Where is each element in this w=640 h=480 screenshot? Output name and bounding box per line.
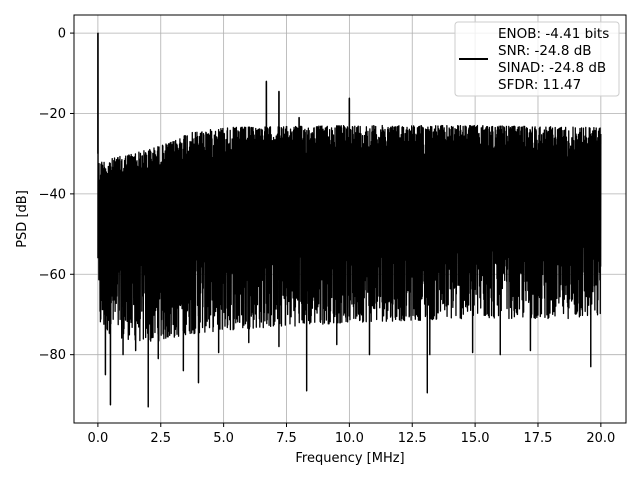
legend-entry-sfdr: SFDR: 11.47 bbox=[498, 77, 581, 93]
legend-box bbox=[454, 21, 620, 97]
y-axis-label: PSD [dB] bbox=[15, 190, 30, 248]
legend: ENOB: -4.41 bits SNR: -24.8 dB SINAD: -2… bbox=[454, 21, 620, 97]
x-tick-label: 15.0 bbox=[461, 431, 490, 446]
x-tick-label: 12.5 bbox=[398, 431, 427, 446]
x-tick-label: 0.0 bbox=[88, 431, 109, 446]
x-tick-label: 20.0 bbox=[586, 431, 615, 446]
x-tick-label: 7.5 bbox=[276, 431, 297, 446]
psd-trace bbox=[97, 32, 602, 408]
axes-frame bbox=[73, 14, 627, 424]
x-tick-label: 5.0 bbox=[213, 431, 234, 446]
x-tick-label: 2.5 bbox=[150, 431, 171, 446]
legend-entry-sinad: SINAD: -24.8 dB bbox=[498, 60, 606, 76]
y-tick-label: −80 bbox=[39, 348, 66, 363]
axis-ticks: 0.0 2.5 5.0 7.5 10.0 12.5 15.0 17.5 20.0 0 −20 −40 −… bbox=[39, 27, 616, 446]
y-tick-label: −40 bbox=[39, 187, 66, 202]
x-axis-label: Frequency [MHz] bbox=[295, 451, 404, 466]
legend-entry-enob: ENOB: -4.41 bits bbox=[498, 26, 609, 42]
legend-entry-snr: SNR: -24.8 dB bbox=[498, 43, 592, 59]
y-tick-label: −60 bbox=[39, 268, 66, 283]
x-tick-label: 17.5 bbox=[524, 431, 553, 446]
y-tick-label: −20 bbox=[39, 107, 66, 122]
x-tick-label: 10.0 bbox=[335, 431, 364, 446]
y-tick-label: 0 bbox=[58, 27, 66, 42]
